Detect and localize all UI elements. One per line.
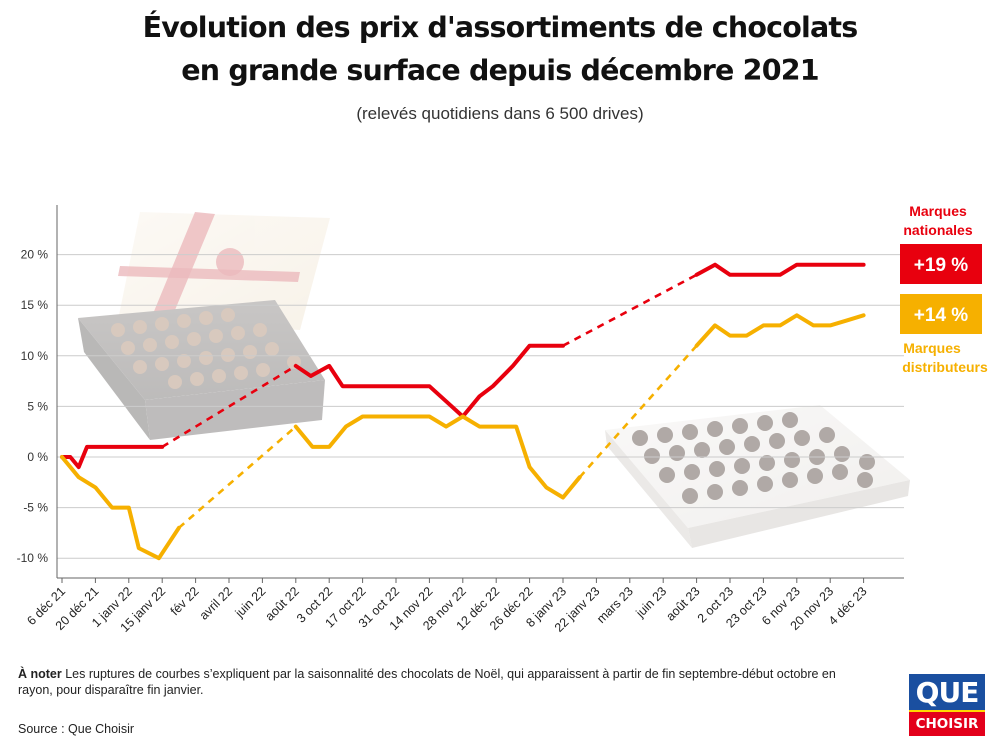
- legend-distributeurs-line2: distributeurs: [902, 359, 988, 375]
- x-tick-label: avril 22: [197, 584, 235, 622]
- y-tick-label: 0 %: [27, 450, 48, 464]
- end-badge-distributeurs: [900, 294, 982, 334]
- legend-distributeurs-line1: Marques: [903, 340, 961, 356]
- series-nationales-dashed-segment: [562, 273, 698, 347]
- y-tick-label: 5 %: [27, 399, 48, 413]
- chocolate-tray-photo: [605, 405, 910, 548]
- series-lines: [60, 262, 866, 561]
- logo-stripe: [909, 710, 985, 713]
- series-nationales-solid-segment: [60, 444, 165, 470]
- logo-top-text: QUE: [909, 674, 985, 712]
- title-line-2: en grande surface depuis décembre 2021: [181, 54, 819, 87]
- y-tick-label: 15 %: [21, 298, 49, 312]
- series-nationales-solid-segment: [293, 343, 565, 419]
- chocolate-box-photo: [78, 212, 330, 440]
- y-tick-label: -5 %: [23, 501, 48, 515]
- series-distributeurs-solid-segment: [293, 414, 582, 500]
- title-line-1: Évolution des prix d'assortiments de cho…: [142, 11, 859, 44]
- source-text: Source : Que Choisir: [18, 722, 135, 736]
- legend-nationales-line2: nationales: [903, 222, 972, 238]
- series-nationales-dashed-segment: [161, 364, 297, 449]
- footnote: À noter Les ruptures de courbes s’expliq…: [18, 666, 868, 698]
- chart-title: Évolution des prix d'assortiments de cho…: [0, 6, 1000, 92]
- footnote-text: Les ruptures de courbes s’expliquent par…: [18, 667, 836, 697]
- que-choisir-logo: QUE CHOISIR: [909, 674, 985, 736]
- legend-nationales-line1: Marques: [909, 203, 967, 219]
- logo-bottom-text: CHOISIR: [909, 712, 985, 736]
- y-tick-label: 10 %: [21, 349, 49, 363]
- x-tick-label: mars 23: [594, 584, 636, 626]
- series-distributeurs-dashed-segment: [578, 344, 698, 479]
- grid-lines: [57, 254, 904, 559]
- end-label-nationales: +19 %: [914, 255, 969, 276]
- chart-subtitle: (relevés quotidiens dans 6 500 drives): [356, 104, 644, 123]
- y-tick-label: -10 %: [17, 551, 49, 565]
- footnote-label: À noter: [18, 667, 62, 681]
- end-badge-nationales: [900, 244, 982, 284]
- series-distributeurs-solid-segment: [694, 313, 866, 348]
- y-tick-label: 20 %: [21, 248, 49, 262]
- series-nationales-solid-segment: [694, 262, 866, 277]
- end-label-distributeurs: +14 %: [914, 305, 969, 326]
- series-distributeurs-dashed-segment: [178, 425, 297, 529]
- series-distributeurs-solid-segment: [60, 455, 181, 561]
- y-axis: -10 % -5 % 0 % 5 % 10 % 15 % 20 %: [17, 205, 58, 578]
